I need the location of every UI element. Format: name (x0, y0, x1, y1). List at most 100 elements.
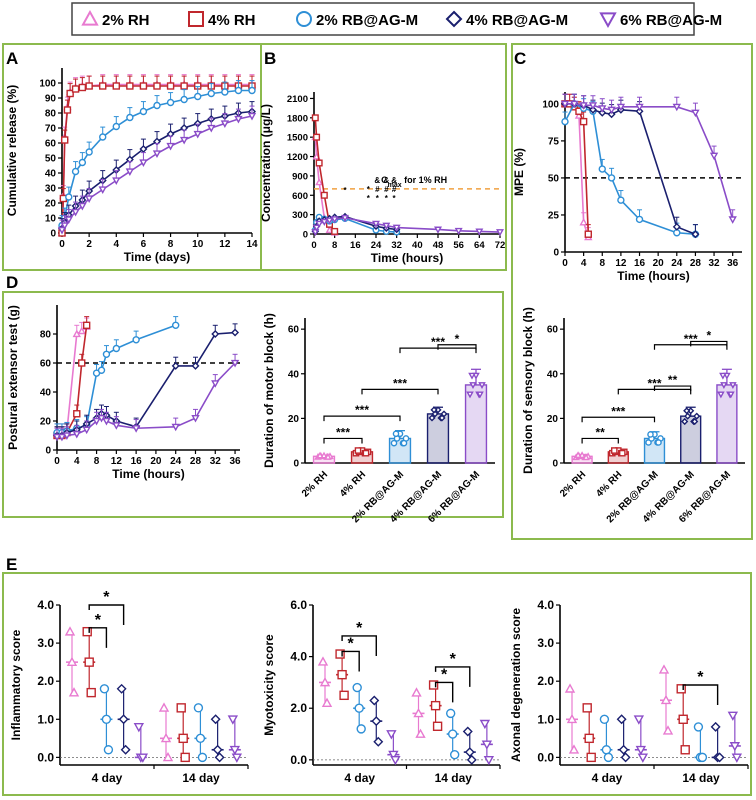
data-point (311, 114, 319, 122)
x-axis-label: Time (hours) (617, 269, 689, 283)
data-point (598, 105, 607, 113)
data-point (73, 410, 81, 418)
data-point (71, 85, 80, 93)
significance-bracket (88, 604, 125, 625)
data-point (84, 195, 94, 203)
legend-box (71, 2, 695, 36)
data-point (325, 217, 334, 225)
x-tick-label: 24 (671, 258, 683, 269)
legend-marker-0 (81, 9, 99, 26)
chart-c: 0 4 8 12 16 20 24 28 32 36 0 25 50 75 100 Time (hours) M… (512, 92, 742, 283)
x-tick-label: 0 (311, 240, 316, 251)
data-point (566, 713, 578, 724)
y-tick-label: 1.0 (37, 712, 54, 726)
data-point (496, 229, 504, 237)
data-point (191, 415, 200, 423)
data-point (729, 742, 741, 752)
data-point (352, 682, 362, 693)
legend-marker-1 (188, 11, 204, 27)
x-tick-label: 12 (111, 456, 123, 467)
data-point (586, 752, 596, 763)
y-tick-label: 0 (303, 230, 308, 241)
data-point (373, 736, 384, 747)
data-point (171, 423, 180, 432)
panel-letter-e: E (6, 555, 17, 574)
data-point (319, 676, 331, 687)
significance-bracket (341, 635, 377, 656)
data-point (564, 683, 576, 693)
data-point (584, 230, 592, 238)
data-point (680, 745, 690, 755)
data-point (607, 110, 616, 119)
data-point (382, 222, 391, 230)
x-tick-label: 8 (168, 239, 174, 250)
data-point (126, 113, 134, 122)
data-point (112, 177, 121, 185)
data-point (84, 657, 94, 667)
data-point (607, 174, 616, 182)
data-point (662, 725, 674, 735)
data-point (248, 86, 256, 95)
legend: 2% RH 4% RH 2% RB@AG-M 4% RB@AG-M 6% RB@AG-M (81, 9, 722, 29)
chart-d-right: 0 20 40 60 Duration of motor block (h) 2% RH 4… (262, 313, 495, 525)
y-tick-label: 10 (45, 214, 57, 225)
data-point (171, 361, 180, 370)
x-tick-label: 0 (54, 456, 60, 467)
significance-label: *** (355, 403, 369, 417)
data-point (57, 226, 67, 235)
data-point (476, 391, 484, 399)
y-tick-label: 20 (45, 199, 57, 210)
y-tick-label: 20 (40, 417, 52, 428)
significance-label: *** (611, 404, 625, 418)
panel-frame-c (511, 43, 753, 540)
data-point (603, 752, 614, 763)
data-point (462, 726, 473, 737)
data-point (579, 117, 588, 126)
y-axis-label: Axonal degeneration score (509, 608, 523, 762)
data-point (320, 191, 328, 199)
significance-bracket (361, 388, 439, 395)
x-tick-label: 12 (615, 258, 627, 269)
data-point (214, 752, 225, 763)
data-point (637, 753, 649, 763)
x-tick-label: 36 (727, 258, 739, 269)
data-point (413, 707, 424, 718)
x-tick-label: 32 (210, 456, 222, 467)
significance-bracket (682, 684, 719, 705)
data-point (207, 124, 216, 133)
y-tick-label: 0.0 (290, 753, 307, 767)
significance-mark: # (392, 185, 397, 194)
data-point (728, 216, 737, 224)
legend-label-4: 6% RB@AG-M (620, 12, 722, 29)
data-point (390, 755, 401, 766)
data-point (620, 752, 631, 763)
y-axis-label: Duration of motor block (h) (262, 313, 276, 468)
panel-frame-d (2, 291, 504, 518)
significance-label: *** (684, 332, 698, 346)
bar-4 (464, 384, 488, 464)
data-point (415, 728, 426, 738)
data-point (324, 452, 332, 460)
data-point (449, 749, 460, 760)
significance-label: * (450, 651, 457, 668)
data-point (731, 753, 743, 763)
data-point (466, 391, 474, 399)
y-tick-label: 1.0 (537, 712, 554, 726)
y-axis-label: Inflammatory score (9, 629, 23, 740)
data-point (475, 228, 484, 236)
significance-mark: & (383, 176, 389, 185)
data-point (598, 165, 606, 173)
x-tick-label: 16 (634, 258, 646, 269)
data-point (570, 100, 579, 109)
data-point (172, 321, 180, 329)
y-tick-label: 4.0 (290, 650, 307, 664)
data-point (658, 664, 670, 674)
y-axis-label: Cumulative release (%) (5, 85, 19, 216)
data-point (672, 222, 681, 231)
y-tick-label: 1500 (287, 133, 308, 144)
data-point (230, 359, 240, 368)
y-tick-label: 0.0 (537, 750, 554, 764)
data-point (102, 417, 111, 426)
significance-label: * (103, 589, 110, 606)
